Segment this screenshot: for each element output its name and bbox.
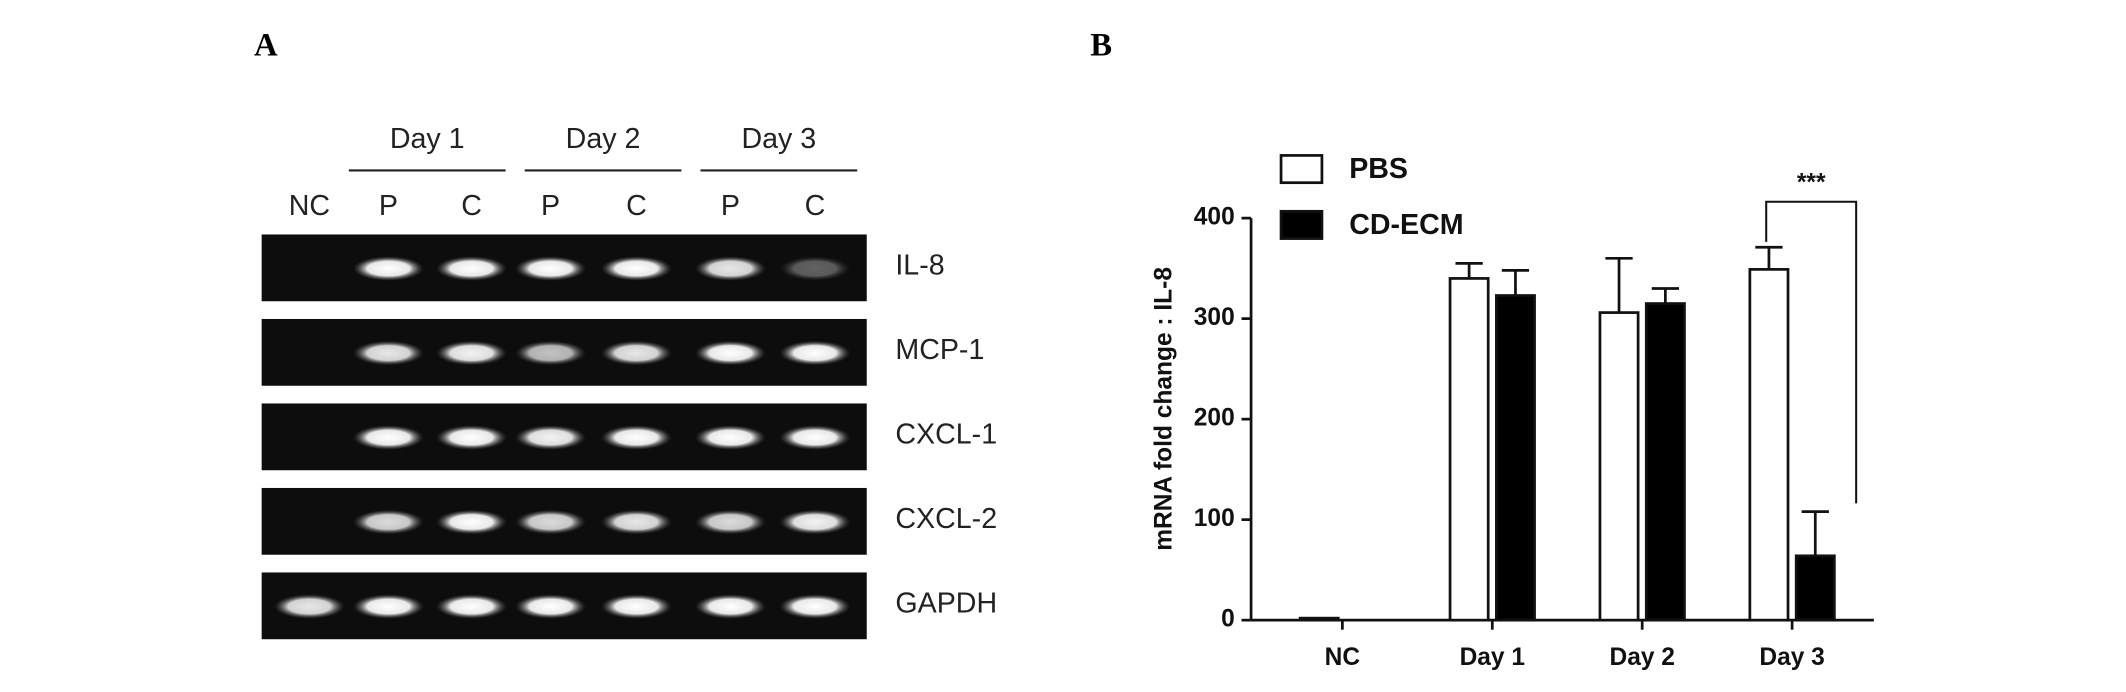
gel-band xyxy=(436,340,507,366)
x-tick-label: NC xyxy=(1325,644,1361,671)
y-tick-label: 200 xyxy=(1194,405,1235,432)
gel-band xyxy=(515,425,587,450)
lane-label: C xyxy=(805,190,826,222)
gel-band xyxy=(779,594,851,619)
gel-band xyxy=(273,594,345,619)
y-axis-label: mRNA fold change : IL-8 xyxy=(1151,267,1178,551)
legend-label: PBS xyxy=(1349,153,1408,185)
error-bar xyxy=(1605,256,1633,313)
gel-band xyxy=(436,594,507,619)
bar xyxy=(1794,554,1836,622)
row-label: MCP-1 xyxy=(895,334,984,366)
gel-band xyxy=(779,256,851,281)
lane-label: P xyxy=(541,190,560,222)
gel-band xyxy=(779,425,851,450)
gel-band xyxy=(695,594,766,619)
lane-label: P xyxy=(379,190,398,222)
gel-band xyxy=(436,509,507,535)
y-tick-label: 0 xyxy=(1221,606,1235,633)
legend-label: CD-ECM xyxy=(1349,209,1463,241)
error-bar xyxy=(1455,261,1483,279)
lane-label: P xyxy=(721,190,740,222)
gel-band xyxy=(352,340,424,366)
x-tick-label: Day 3 xyxy=(1759,644,1824,671)
group-label: Day 1 xyxy=(390,123,465,155)
gel-band xyxy=(695,340,766,366)
gel-band xyxy=(601,425,672,450)
gel-band xyxy=(695,509,766,535)
bar xyxy=(1598,311,1640,622)
gel-band xyxy=(779,509,851,535)
gel-band xyxy=(779,340,851,366)
gel-band xyxy=(515,340,587,366)
significance-label: *** xyxy=(1797,170,1826,197)
gel-band xyxy=(601,509,672,535)
y-tick-label: 100 xyxy=(1194,505,1235,532)
row-label: CXCL-1 xyxy=(895,419,997,451)
panel-label: A xyxy=(254,27,278,63)
bar xyxy=(1298,616,1340,622)
gel-band xyxy=(515,509,587,535)
x-tick-label: Day 1 xyxy=(1460,644,1525,671)
bar xyxy=(1448,277,1490,622)
legend-swatch xyxy=(1279,154,1324,185)
row-label: CXCL-2 xyxy=(895,503,997,535)
group-label: Day 3 xyxy=(741,123,816,155)
error-bar xyxy=(1755,245,1783,270)
gel-band xyxy=(695,425,766,450)
lane-label: NC xyxy=(289,190,330,222)
error-bar xyxy=(1501,269,1530,296)
gel-band xyxy=(352,509,424,535)
y-tick-label: 300 xyxy=(1194,304,1235,331)
gel-band xyxy=(601,340,672,366)
gel-band xyxy=(601,594,672,619)
gel-band xyxy=(515,594,587,619)
gel-band xyxy=(352,594,424,619)
bar xyxy=(1644,302,1686,622)
panel-label: B xyxy=(1090,27,1112,63)
gel-band xyxy=(515,256,587,281)
bar xyxy=(1495,294,1536,622)
lane-label: C xyxy=(626,190,647,222)
legend-swatch xyxy=(1279,209,1324,240)
gel-band xyxy=(352,256,424,281)
error-bar xyxy=(1651,287,1679,304)
significance-bracket xyxy=(1765,200,1858,504)
gel-band xyxy=(352,425,424,450)
row-label: GAPDH xyxy=(895,588,997,620)
gel-band xyxy=(695,256,766,281)
gel-band xyxy=(436,256,507,281)
row-label: IL-8 xyxy=(895,250,944,282)
y-tick-label: 400 xyxy=(1194,204,1235,231)
bar xyxy=(1748,268,1790,622)
error-bar xyxy=(1801,510,1829,556)
group-label: Day 2 xyxy=(566,123,641,155)
gel-band xyxy=(436,425,507,450)
gel-band xyxy=(601,256,672,281)
lane-label: C xyxy=(461,190,482,222)
x-tick-label: Day 2 xyxy=(1609,644,1674,671)
